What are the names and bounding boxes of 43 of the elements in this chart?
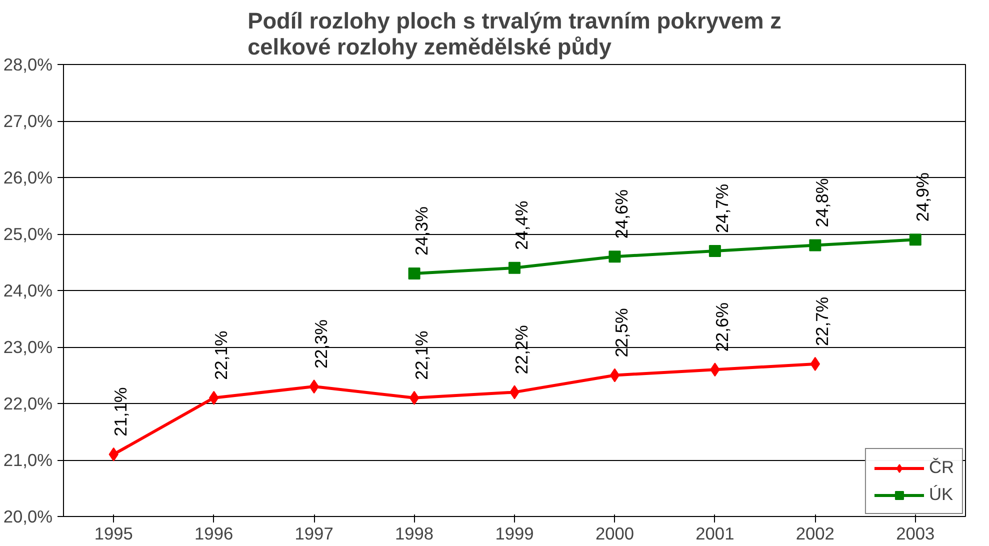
x-tick-label: 1997: [294, 524, 334, 544]
data-label: 24,6%: [612, 189, 632, 239]
point: [408, 268, 420, 280]
x-tick-label: 1999: [495, 524, 534, 544]
y-tick-label: 21,0%: [3, 450, 53, 470]
y-tick-label: 27,0%: [3, 111, 53, 131]
legend-label: ÚK: [928, 484, 954, 505]
data-label: 22,3%: [311, 319, 332, 369]
y-tick-label: 23,0%: [3, 337, 53, 357]
x-tick-label: 1996: [194, 524, 234, 544]
x-tick-label: 2003: [896, 524, 935, 544]
point: [909, 234, 922, 246]
point: [608, 250, 621, 263]
y-tick-label: 20,0%: [3, 506, 53, 526]
data-label: 24,9%: [912, 172, 932, 222]
data-label: 22,2%: [512, 325, 532, 374]
y-tick-label: 25,0%: [3, 224, 53, 244]
chart-title: Podíl rozlohy ploch s trvalým travním pokryvem z celkové rozlohy zemědělské půdy: [248, 8, 782, 60]
data-label: 24,7%: [712, 184, 732, 233]
point: [610, 368, 620, 382]
data-label: 22,5%: [612, 308, 632, 358]
data-label: 22,6%: [712, 302, 732, 352]
x-tick-label: 2002: [796, 524, 834, 544]
x-tick-label: 2001: [696, 524, 734, 544]
y-tick-label: 28,0%: [3, 54, 53, 74]
y-tick-label: 24,0%: [3, 280, 53, 300]
data-label: 24,4%: [512, 200, 532, 250]
point: [508, 262, 520, 274]
data-label: 22,1%: [210, 330, 231, 380]
x-tick-label: 1995: [94, 524, 133, 544]
point: [409, 390, 420, 405]
y-tick-label: 22,0%: [3, 394, 53, 414]
data-label: 22,1%: [411, 330, 432, 380]
data-label: 24,3%: [411, 206, 432, 256]
x-tick-label: 1998: [395, 524, 434, 544]
data-label: 22,7%: [812, 296, 832, 346]
point: [809, 239, 822, 252]
data-label: 21,1%: [110, 387, 131, 436]
point: [708, 244, 721, 257]
y-tick-label: 26,0%: [3, 168, 53, 188]
legend-label: ČR: [928, 457, 954, 478]
x-tick-label: 2000: [595, 524, 634, 544]
data-label: 24,8%: [812, 178, 832, 228]
